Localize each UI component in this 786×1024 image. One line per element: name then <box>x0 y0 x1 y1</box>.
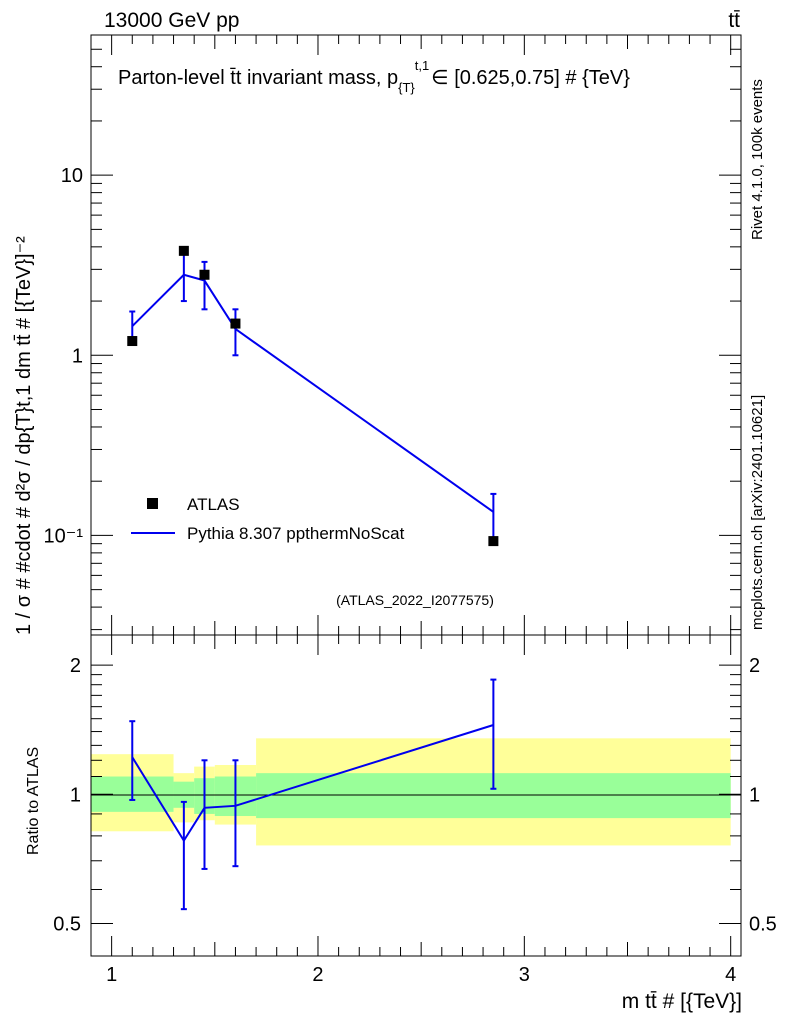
main-y-tick-label: 10⁻¹ <box>44 525 84 547</box>
ratio-y-axis-label: Ratio to ATLAS <box>25 747 42 855</box>
ratio-y-tick-label-right: 1 <box>749 784 760 806</box>
ratio-y-tick-label: 2 <box>70 655 81 677</box>
energy-label: 13000 GeV pp <box>104 9 239 32</box>
legend-label-atlas: ATLAS <box>187 495 240 514</box>
main-title: Parton-level t̄t invariant mass, p{T}t,1… <box>118 58 630 95</box>
main-y-axis-label: 1 / σ # #cdot # d²σ / dp{T}t,1 dm tt̄ # … <box>13 236 35 635</box>
legend-label-pythia: Pythia 8.307 ppthermNoScat <box>187 524 405 543</box>
x-tick-label: 2 <box>312 964 323 986</box>
rivet-label: Rivet 4.1.0, 100k events <box>749 79 766 240</box>
x-tick-label: 4 <box>725 964 736 986</box>
atlas-point <box>178 245 189 256</box>
ratio-y-tick-label: 0.5 <box>53 913 81 935</box>
main-plot-frame <box>90 34 742 636</box>
ratio-plot-frame <box>90 634 742 957</box>
legend: ATLAS Pythia 8.307 ppthermNoScat <box>131 495 405 543</box>
pythia-line <box>131 273 494 513</box>
main-y-tick-label: 10 <box>61 165 83 187</box>
atlas-point <box>127 336 138 347</box>
ratio-panel: 0.5 0.5 1 1 2 2 1 2 3 4 Ratio to ATLAS <box>25 634 777 986</box>
process-label: tt̄ <box>728 9 740 32</box>
ratio-y-tick-label-right: 0.5 <box>749 913 777 935</box>
x-tick-label: 3 <box>519 964 530 986</box>
main-panel: 10⁻¹ 1 10 Parton-level t̄t invariant mass,… <box>13 34 742 636</box>
mcplots-label: mcplots.cern.ch [arXiv:2401.10621] <box>749 395 766 630</box>
ratio-y-tick-label-right: 2 <box>749 655 760 677</box>
main-y-tick-label: 1 <box>72 345 83 367</box>
legend-marker-atlas <box>147 498 158 509</box>
x-axis-label: m tt̄ # [{TeV}] <box>622 990 742 1013</box>
atlas-point <box>230 318 241 329</box>
atlas-point <box>488 536 499 547</box>
ratio-y-tick-label: 1 <box>70 784 81 806</box>
watermark: (ATLAS_2022_I2077575) <box>336 592 494 608</box>
x-tick-label: 1 <box>106 964 117 986</box>
atlas-point <box>199 269 210 280</box>
